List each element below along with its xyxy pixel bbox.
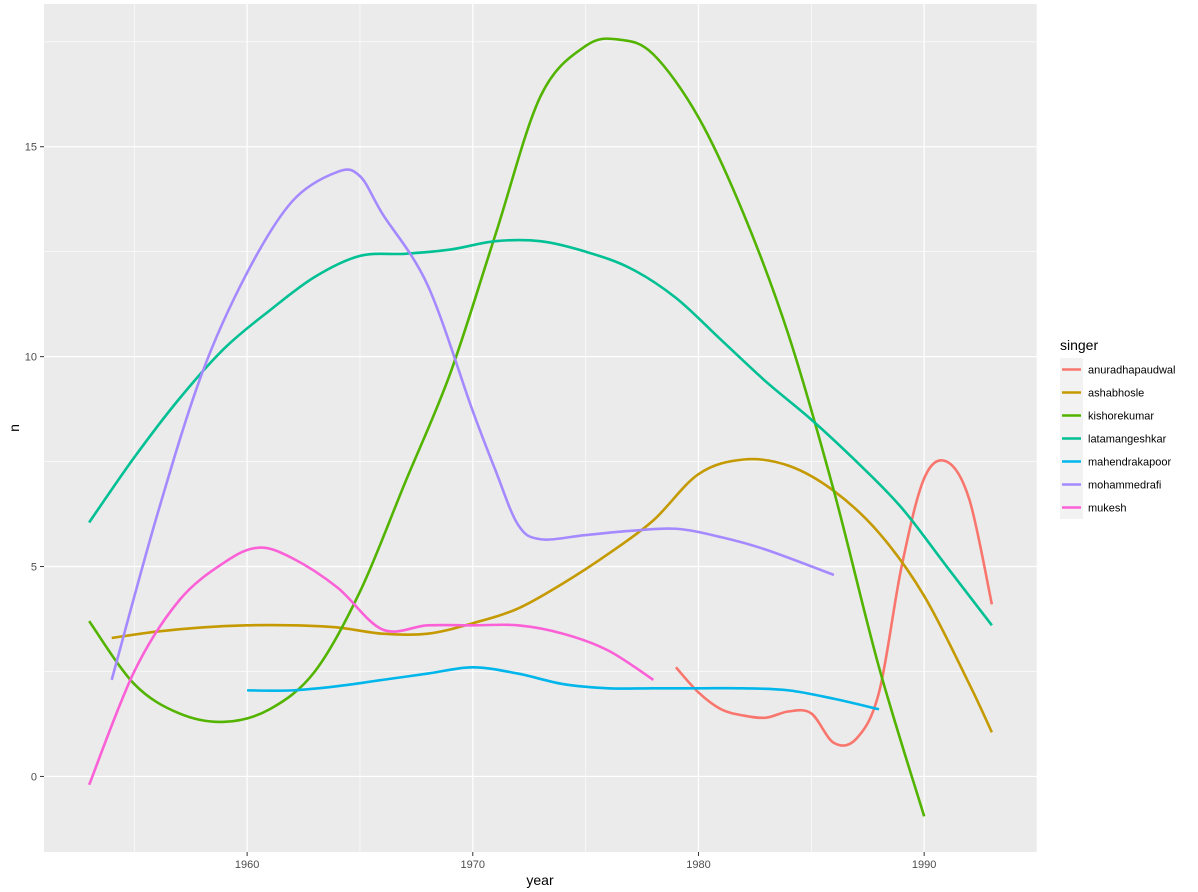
grid-major [44,4,1037,852]
legend-items: anuradhapaudwal ashabhosle kishorekumar lat… [1060,358,1175,519]
x-tick-label: 1990 [912,859,936,871]
series-line-mukesh [87,546,655,786]
x-tick-label: 1960 [235,859,259,871]
series-line-mahendrakapoor [247,665,880,711]
x-tick-label: 1980 [686,859,710,871]
y-tick-label: 5 [31,562,37,574]
legend-label-kishorekumar: kishorekumar [1088,411,1154,423]
y-axis-title: n [6,424,22,432]
x-axis-title: year [526,872,554,888]
y-tick-label: 15 [25,142,37,154]
series-line-anuradhapaudwal [674,458,994,747]
y-tick-label: 0 [31,771,37,783]
legend-label-ashabhosle: ashabhosle [1088,388,1144,400]
x-axis-ticks: 1960 1970 1980 1990 [235,852,936,871]
legend-label-latamangeshkar: latamangeshkar [1088,434,1167,446]
y-tick-label: 10 [25,352,37,364]
series-lines [87,37,994,817]
legend: singer anuradhapaudwal ashabhosle kishorek… [1060,337,1175,519]
legend-label-mahendrakapoor: mahendrakapoor [1088,457,1172,469]
series-line-latamangeshkar [88,238,993,627]
legend-title: singer [1060,337,1098,353]
plot-panel [44,4,1037,852]
series-line-kishorekumar [88,37,926,817]
series-line-ashabhosle [111,457,994,733]
legend-label-mukesh: mukesh [1088,503,1127,515]
grid-minor [44,4,1038,852]
series-line-mohammedrafi [110,168,835,681]
legend-label-mohammedrafi: mohammedrafi [1088,480,1161,492]
y-axis-ticks: 0 5 10 15 [25,142,44,783]
legend-label-anuradhapaudwal: anuradhapaudwal [1088,365,1175,377]
x-tick-label: 1970 [461,859,485,871]
